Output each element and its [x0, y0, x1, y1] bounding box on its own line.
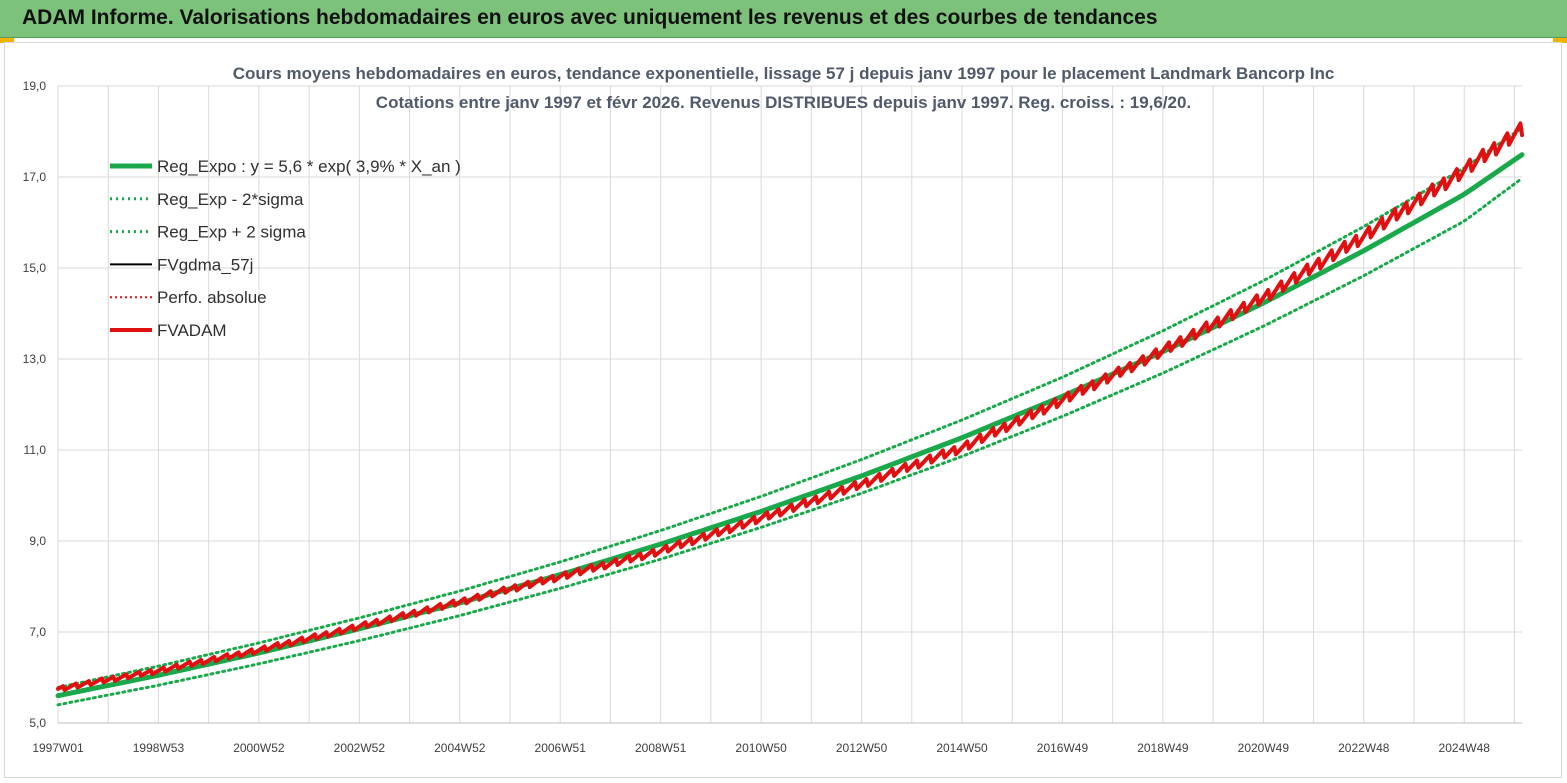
corner-mark-right [1553, 38, 1567, 43]
legend-label-sigma_minus: Reg_Exp - 2*sigma [157, 190, 304, 209]
x-tick-label: 2018W49 [1137, 741, 1189, 755]
report-title: ADAM Informe. Valorisations hebdomadaire… [22, 6, 1158, 29]
y-tick-label: 15,0 [23, 261, 47, 275]
x-tick-label: 1997W01 [32, 741, 84, 755]
x-tick-label: 2012W50 [836, 741, 888, 755]
x-tick-label: 2000W52 [233, 741, 285, 755]
x-tick-label: 2002W52 [334, 741, 386, 755]
y-tick-label: 17,0 [23, 170, 47, 184]
y-tick-label: 19,0 [23, 79, 47, 93]
x-tick-label: 2010W50 [735, 741, 787, 755]
x-tick-label: 2022W48 [1338, 741, 1390, 755]
axis-ticks: 5,0 7,0 9,0 11,0 13,0 15,0 17,0 19,0 1997W01 1998… [23, 79, 1491, 755]
series-lines [55, 121, 1525, 707]
y-tick-label: 13,0 [23, 352, 47, 366]
legend-label-sigma_plus: Reg_Exp + 2 sigma [157, 223, 306, 242]
corner-mark-left [0, 38, 14, 43]
series-line-fvadam [56, 121, 1524, 692]
legend: Reg_Expo : y = 5,6 * exp( 3,9% * X_an ) R… [110, 157, 461, 340]
legend-label-fvgdma: FVgdma_57j [157, 255, 253, 274]
x-tick-label: 2006W51 [535, 741, 587, 755]
x-tick-label: 2014W50 [936, 741, 988, 755]
series-line-sigma_plus [56, 126, 1524, 689]
x-tick-label: 2016W49 [1037, 741, 1089, 755]
series-line-sigma_minus [56, 176, 1524, 707]
y-tick-label: 7,0 [29, 625, 46, 639]
chart-frame [4, 42, 1562, 778]
legend-label-fvadam: FVADAM [157, 321, 227, 340]
y-tick-label: 9,0 [29, 534, 46, 548]
chart-title: Cours moyens hebdomadaires en euros, ten… [232, 64, 1335, 83]
legend-label-perfo: Perfo. absolue [157, 288, 267, 307]
report-banner: ADAM Informe. Valorisations hebdomadaire… [0, 0, 1567, 38]
y-tick-label: 11,0 [24, 443, 47, 457]
x-tick-label: 2008W51 [635, 741, 687, 755]
x-tick-label: 2020W49 [1238, 741, 1290, 755]
x-tick-label: 1998W53 [133, 741, 185, 755]
x-tick-label: 2004W52 [434, 741, 486, 755]
y-tick-label: 5,0 [29, 716, 46, 730]
legend-label-reg_expo: Reg_Expo : y = 5,6 * exp( 3,9% * X_an ) [157, 157, 461, 176]
chart-subtitle: Cotations entre janv 1997 et févr 2026. … [375, 93, 1192, 112]
grid [57, 85, 1522, 724]
x-tick-label: 2024W48 [1439, 741, 1491, 755]
